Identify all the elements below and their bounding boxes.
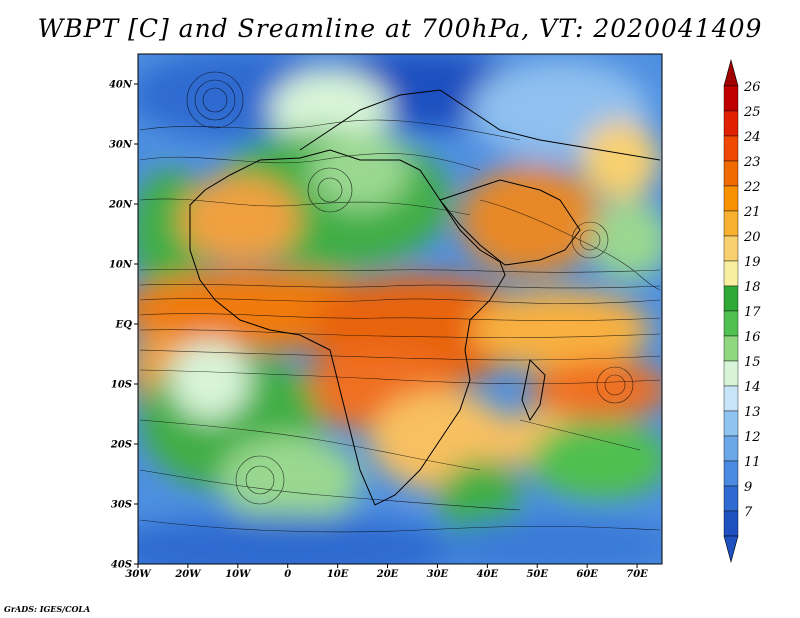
- colorbar-label: 7: [744, 505, 753, 520]
- map-frame: [137, 53, 663, 565]
- colorbar-bottom-arrow: [723, 535, 739, 564]
- africa-outline: [189, 149, 506, 506]
- lon-tick-label: 60E: [576, 569, 598, 580]
- lat-tick-label: 40N: [109, 80, 133, 91]
- lon-tick-label: 10W: [225, 569, 252, 580]
- colorbar-swatch: [723, 410, 739, 437]
- chart-title: WBPT [C] and Sreamline at 700hPa, VT: 20…: [37, 14, 763, 43]
- colorbar-swatch: [723, 110, 739, 137]
- lon-tick-label: 40E: [477, 569, 499, 580]
- colorbar-label: 14: [744, 380, 761, 395]
- colorbar-swatch: [723, 310, 739, 337]
- lon-tick-label: 70E: [626, 569, 648, 580]
- colorbar-swatch: [723, 235, 739, 262]
- colorbar-swatch: [723, 285, 739, 312]
- colorbar-swatch: [723, 185, 739, 212]
- lon-tick-label: 10E: [327, 569, 349, 580]
- colorbar-swatch: [723, 85, 739, 112]
- lon-tick-label: 30E: [427, 569, 449, 580]
- lat-tick-label: 30S: [111, 500, 132, 511]
- colorbar-label: 26: [743, 80, 761, 95]
- colorbar-top-arrow: [723, 58, 739, 87]
- lat-tick-label: EQ: [115, 320, 133, 331]
- colorbar-swatch: [723, 160, 739, 187]
- lon-tick-label: 20E: [376, 569, 399, 580]
- lon-tick-label: 0: [284, 569, 291, 580]
- colorbar-label: 11: [744, 455, 761, 470]
- colorbar-swatch: [723, 485, 739, 512]
- colorbar-swatch: [723, 360, 739, 387]
- eurasia-coast: [299, 89, 661, 161]
- colorbar-label: 22: [743, 180, 761, 195]
- lon-tick-label: 50E: [526, 569, 548, 580]
- colorbar-swatch: [723, 210, 739, 237]
- colorbar-swatch: [723, 510, 739, 537]
- colorbar-label: 15: [744, 355, 761, 370]
- colorbar-label: 17: [744, 305, 761, 320]
- streamlines: [139, 71, 661, 533]
- colorbar-label: 19: [744, 255, 761, 270]
- lat-tick-label: 40S: [111, 560, 132, 571]
- colorbar-label: 18: [744, 280, 761, 295]
- lat-tick-label: 30N: [109, 140, 133, 151]
- lat-tick-label: 10S: [111, 380, 132, 391]
- colorbar-label: 23: [743, 155, 761, 170]
- lat-axis: 40N 30N 20N 10N EQ 10S 20S 30S 40S: [108, 80, 138, 571]
- colorbar-label: 13: [744, 405, 761, 420]
- colorbar-label: 20: [743, 230, 761, 245]
- lat-tick-label: 10N: [109, 260, 133, 271]
- madagascar-outline: [521, 358, 546, 422]
- lat-tick-label: 20S: [110, 440, 132, 451]
- colorbar-swatch: [723, 260, 739, 287]
- colorbar-swatch: [723, 460, 739, 487]
- wbpt-field: [138, 54, 662, 564]
- colorbar-swatch: [723, 335, 739, 362]
- lon-tick-label: 30W: [125, 569, 152, 580]
- colorbar-label: 24: [743, 130, 761, 145]
- colorbar-label: 21: [743, 205, 761, 220]
- arabia-outline: [439, 179, 581, 266]
- colorbar-label: 9: [744, 480, 752, 495]
- coastlines: [189, 89, 661, 506]
- credit-text: GrADS: IGES/COLA: [4, 604, 91, 614]
- lon-axis: 30W 20W 10W 0 10E 20E 30E 40E 50E 60E 70E: [125, 564, 648, 580]
- colorbar-label: 16: [744, 330, 761, 345]
- colorbar-label: 12: [744, 430, 761, 445]
- colorbar-swatch: [723, 435, 739, 462]
- colorbar-label: 25: [743, 105, 761, 120]
- lon-tick-label: 20W: [174, 569, 202, 580]
- colorbar: 26 25 24 23 22 21 20 19 18 17 16 15 14 13 12 11 9 7: [723, 58, 761, 564]
- colorbar-swatch: [723, 135, 739, 162]
- colorbar-swatch: [723, 385, 739, 412]
- lat-tick-label: 20N: [108, 200, 133, 211]
